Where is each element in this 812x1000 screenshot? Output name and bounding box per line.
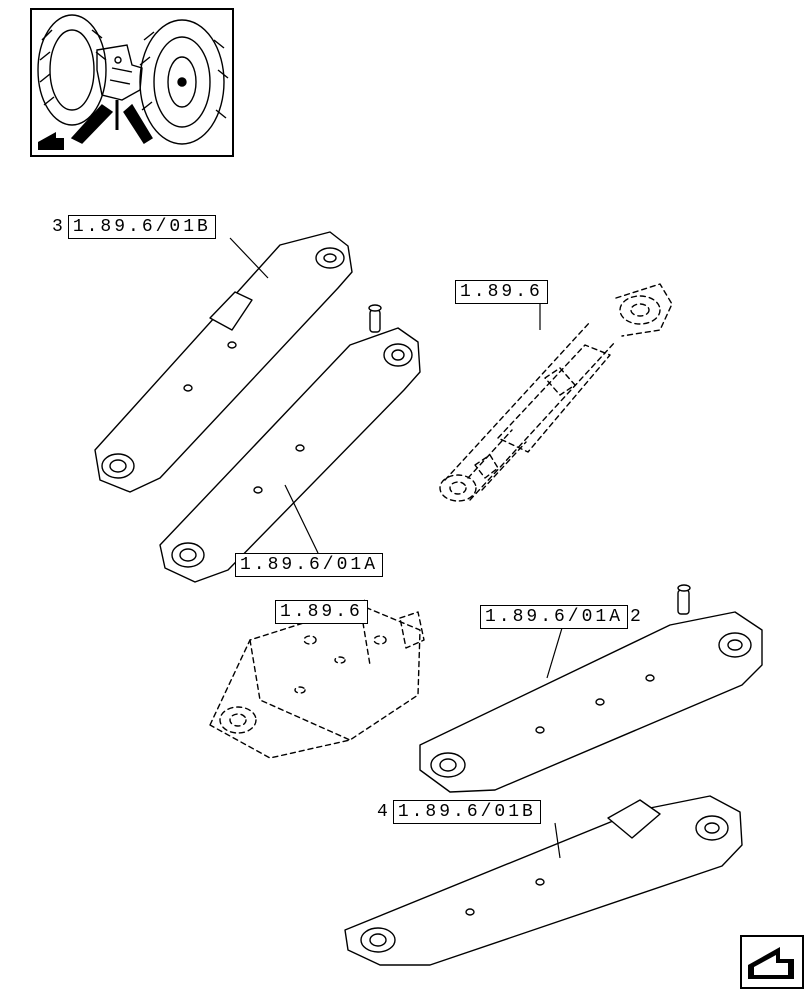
callout-3-code: 1.89.6/01A [235, 553, 383, 577]
callout-5-ref: 2 [628, 607, 646, 627]
page-nav-icon[interactable] [740, 935, 804, 989]
callout-6-code: 1.89.6/01B [393, 800, 541, 824]
callout-2-code: 1.89.6 [455, 280, 548, 304]
callout-1: 3 1.89.6/01B [50, 215, 216, 239]
part-support-bracket [210, 605, 424, 758]
callout-4-code: 1.89.6 [275, 600, 368, 624]
callout-1-ref: 3 [50, 217, 68, 237]
callout-5-code: 1.89.6/01A [480, 605, 628, 629]
callout-6: 4 1.89.6/01B [375, 800, 541, 824]
part-top-link [440, 284, 672, 501]
parts-svg [0, 0, 812, 1000]
callout-5: 1.89.6/01A 2 [480, 605, 646, 629]
callout-3: 1.89.6/01A [235, 553, 383, 577]
callout-4: 1.89.6 [275, 600, 368, 624]
diagram-canvas: 3 1.89.6/01B 1.89.6 1.89.6/01A 1.89.6 1.… [0, 0, 812, 1000]
callout-1-code: 1.89.6/01B [68, 215, 216, 239]
callout-2: 1.89.6 [455, 280, 548, 304]
callout-6-ref: 4 [375, 802, 393, 822]
